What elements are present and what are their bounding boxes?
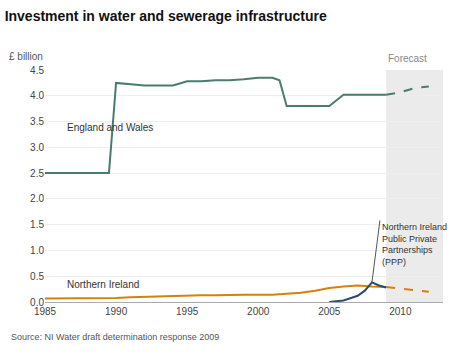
svg-text:2005: 2005 [318,306,341,317]
svg-text:4.5: 4.5 [30,65,44,76]
svg-text:Investment in water and sewera: Investment in water and sewerage infrast… [5,8,327,24]
svg-text:1.5: 1.5 [30,219,44,230]
svg-text:4.0: 4.0 [30,90,44,101]
svg-text:2.0: 2.0 [30,193,44,204]
svg-text:1.0: 1.0 [30,245,44,256]
svg-text:2000: 2000 [247,306,270,317]
svg-text:3.5: 3.5 [30,116,44,127]
svg-text:1985: 1985 [34,306,57,317]
svg-text:Northern IrelandPublic Private: Northern IrelandPublic PrivatePartnershi… [382,222,447,267]
svg-text:0.0: 0.0 [30,297,44,308]
svg-text:2.5: 2.5 [30,168,44,179]
svg-text:2010: 2010 [389,306,412,317]
svg-text:£ billion: £ billion [9,51,43,62]
svg-text:3.0: 3.0 [30,142,44,153]
svg-text:Northern Ireland: Northern Ireland [67,279,139,290]
svg-text:Forecast: Forecast [388,53,427,64]
svg-text:1990: 1990 [105,306,128,317]
svg-text:England and Wales: England and Wales [67,122,153,133]
svg-text:Source: NI Water draft determi: Source: NI Water draft determination res… [11,332,219,342]
svg-text:1995: 1995 [176,306,199,317]
svg-text:0.5: 0.5 [30,271,44,282]
